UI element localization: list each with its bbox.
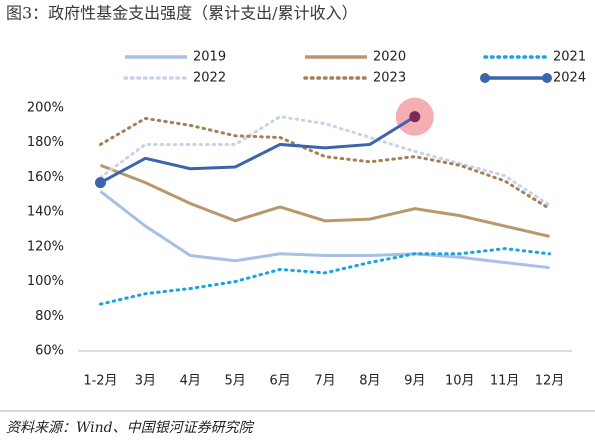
point-marker bbox=[94, 177, 106, 189]
series-line bbox=[99, 190, 550, 270]
series-line bbox=[98, 115, 552, 207]
y-tick-label: 140% bbox=[27, 205, 64, 220]
x-tick-label: 1-2月 bbox=[83, 374, 117, 389]
series-line bbox=[98, 116, 552, 211]
legend-marker bbox=[542, 73, 552, 83]
x-tick-label: 5月 bbox=[225, 374, 246, 389]
x-tick-label: 8月 bbox=[359, 374, 380, 389]
y-tick-label: 80% bbox=[35, 309, 64, 324]
y-tick-label: 160% bbox=[27, 170, 64, 185]
y-tick-label: 120% bbox=[27, 239, 64, 254]
series-line bbox=[99, 115, 416, 184]
chart-title: 图3：政府性基金支出强度（累计支出/累计收入） bbox=[6, 4, 358, 23]
series-line bbox=[98, 247, 552, 306]
y-tick-label: 200% bbox=[27, 101, 64, 116]
x-tick-label: 10月 bbox=[445, 374, 475, 389]
x-tick-label: 4月 bbox=[180, 374, 201, 389]
y-tick-label: 60% bbox=[35, 344, 64, 359]
y-tick-label: 180% bbox=[27, 135, 64, 150]
x-tick-label: 11月 bbox=[490, 374, 520, 389]
x-tick-label: 12月 bbox=[535, 374, 565, 389]
legend-label: 2021 bbox=[553, 50, 586, 65]
source: 资料来源：Wind、中国银河证券研究院 bbox=[6, 420, 255, 436]
legend-label: 2024 bbox=[553, 71, 586, 86]
legend-label: 2019 bbox=[193, 50, 226, 65]
x-tick-label: 9月 bbox=[404, 374, 425, 389]
y-tick-label: 100% bbox=[27, 274, 64, 289]
series-line bbox=[99, 163, 550, 238]
x-tick-label: 6月 bbox=[269, 374, 290, 389]
x-tick-label: 7月 bbox=[314, 374, 335, 389]
legend-label: 2020 bbox=[373, 50, 406, 65]
x-tick-label: 3月 bbox=[135, 374, 156, 389]
legend-label: 2022 bbox=[193, 71, 226, 86]
legend-label: 2023 bbox=[373, 71, 406, 86]
legend-marker bbox=[480, 73, 490, 83]
point-marker bbox=[409, 111, 421, 123]
